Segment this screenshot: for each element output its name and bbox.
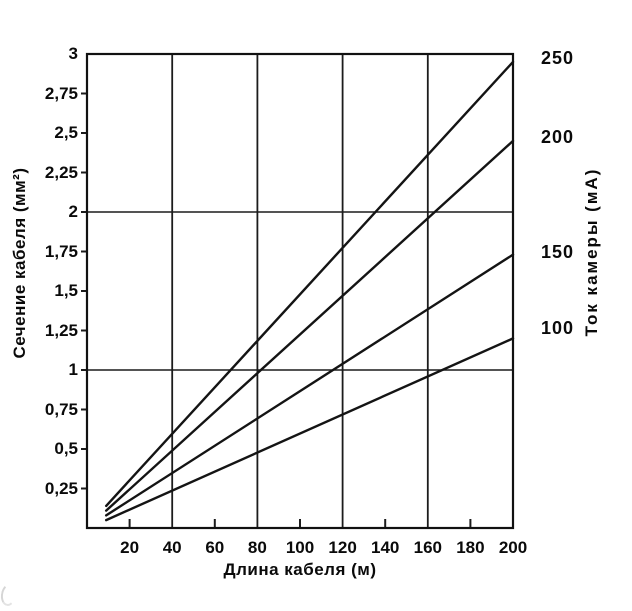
y-tick-label: 3 [68, 44, 78, 63]
x-axis-title: Длина кабеля (м) [223, 560, 377, 579]
y-tick-label: 1,5 [54, 281, 78, 300]
y-tick-label: 1 [68, 360, 78, 379]
x-tick-label: 20 [120, 538, 140, 557]
series-end-label-200ma: 200 [541, 126, 575, 147]
series-line-100ma [104, 337, 515, 522]
y-tick-label: 2,5 [54, 123, 78, 142]
y-tick-label: 0,75 [44, 399, 78, 419]
y-tick-label: 2,25 [44, 162, 78, 182]
x-tick-label: 180 [456, 538, 485, 557]
y-axis-title-left: Сечение кабеля (мм²) [10, 167, 29, 359]
series-line-200ma [104, 139, 515, 512]
series-end-label-150ma: 150 [541, 242, 575, 263]
y-tick-label: 2,75 [44, 83, 78, 103]
x-tick-label: 200 [498, 538, 528, 557]
series-line-150ma [104, 253, 515, 517]
x-tick-label: 80 [247, 538, 267, 557]
y-tick-label: 2 [68, 202, 78, 221]
series-end-label-100ma: 100 [541, 317, 575, 338]
x-tick-label: 60 [205, 538, 225, 557]
series-line-250ma [104, 60, 515, 508]
x-tick-label: 100 [285, 538, 315, 557]
x-tick-label: 160 [413, 538, 442, 557]
x-tick-label: 120 [328, 538, 357, 557]
y-tick-label: 1,75 [44, 241, 78, 261]
y-tick-label: 0,5 [54, 439, 78, 458]
series-end-label-250ma: 250 [541, 47, 575, 68]
y-tick-label: 1,25 [44, 320, 78, 340]
y-axis-title-right: Ток камеры (мА) [582, 167, 601, 337]
x-tick-label: 40 [162, 538, 182, 557]
y-tick-label: 0,25 [44, 478, 78, 498]
plot-border [85, 52, 515, 530]
x-tick-label: 140 [371, 538, 400, 557]
